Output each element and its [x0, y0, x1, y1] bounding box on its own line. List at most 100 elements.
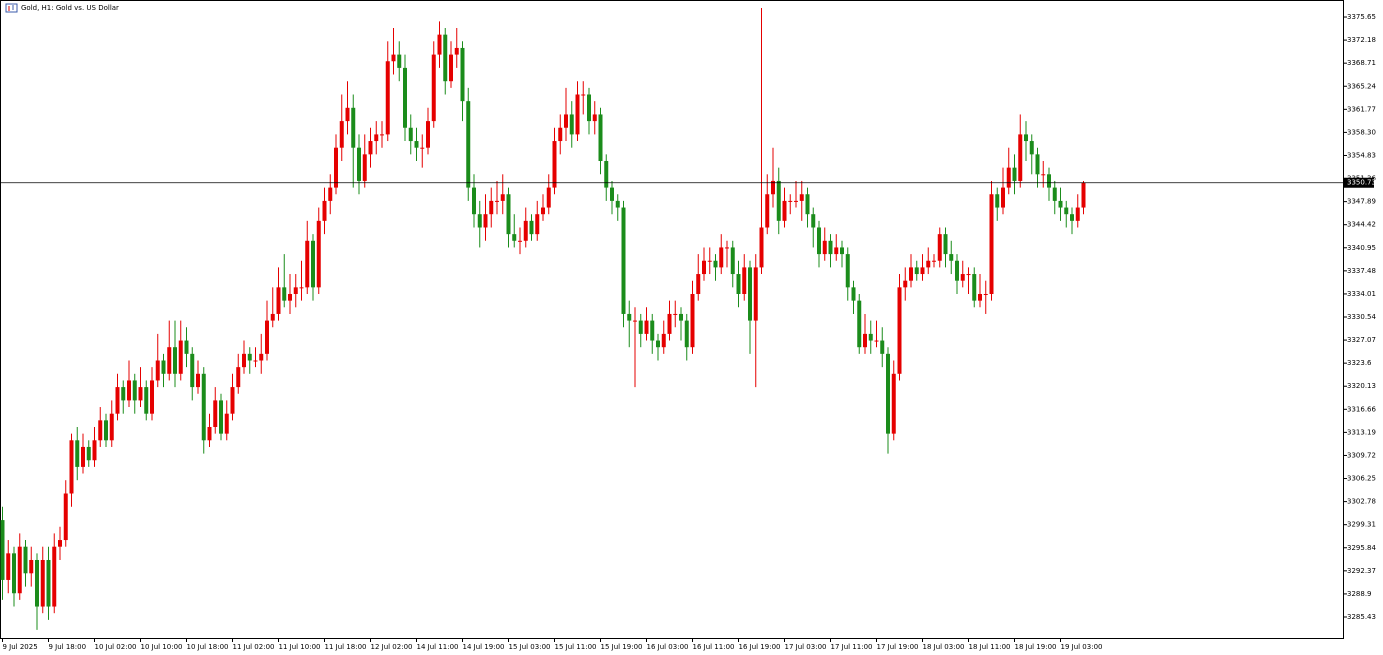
y-tick-label: 3327.07 [1347, 336, 1376, 344]
x-tick-label: 11 Jul 02:00 [233, 643, 275, 651]
y-tick-label: 3295.84 [1347, 544, 1376, 552]
candle-body [339, 121, 344, 148]
candle-body [1041, 174, 1046, 176]
x-tick-label: 12 Jul 02:00 [371, 643, 413, 651]
y-tick-label: 3344.42 [1347, 221, 1376, 229]
candle-body [81, 446, 85, 467]
candle-body [52, 546, 57, 607]
candle-body [449, 54, 453, 82]
candle-body [299, 287, 304, 289]
x-tick-label: 19 Jul 03:00 [1061, 643, 1103, 651]
x-tick-label: 17 Jul 03:00 [785, 643, 827, 651]
y-tick-label: 3334.01 [1347, 290, 1376, 298]
y-tick-label: 3361.77 [1347, 105, 1376, 113]
candle-body [293, 287, 298, 294]
candle-body [621, 207, 626, 314]
candle-body [46, 559, 51, 607]
candle-body [679, 313, 683, 321]
candle-body [184, 340, 189, 354]
candle-body [633, 320, 637, 322]
candle-body [167, 347, 172, 374]
candle-body [909, 267, 913, 281]
candle-body [690, 293, 695, 348]
candle-body [1058, 200, 1063, 208]
candle-body [385, 61, 390, 135]
x-tick-label: 15 Jul 11:00 [555, 643, 597, 651]
candle-body [288, 293, 292, 301]
candle-body [178, 340, 183, 374]
candle-body [334, 147, 338, 188]
x-tick-label: 15 Jul 19:00 [601, 643, 643, 651]
candle-body [35, 559, 39, 607]
x-tick-label: 9 Jul 18:00 [49, 643, 87, 651]
candle-body [1018, 134, 1023, 181]
candle-body [506, 194, 511, 235]
candle-body [598, 114, 603, 161]
candle-body [610, 187, 614, 201]
candle-body [92, 440, 97, 461]
candle-body [265, 320, 269, 354]
candle-body [144, 387, 149, 414]
candle-body [17, 546, 22, 594]
candle-body [863, 333, 867, 348]
candle-body [155, 360, 160, 381]
candle-body [305, 240, 310, 288]
x-tick-label: 16 Jul 11:00 [693, 643, 735, 651]
y-tick-label: 3306.25 [1347, 475, 1376, 483]
candle-body [397, 54, 402, 68]
candle-body [368, 141, 373, 155]
candle-body [253, 360, 258, 362]
candle-body [150, 380, 154, 414]
candle-body [943, 234, 948, 255]
candle-body [104, 420, 108, 441]
candle-body [529, 220, 534, 235]
candle-body [765, 194, 770, 228]
y-tick-label: 3330.54 [1347, 313, 1376, 321]
x-tick-label: 17 Jul 19:00 [877, 643, 919, 651]
candle-body [460, 47, 465, 102]
candle-body [426, 121, 430, 148]
candle-body [799, 194, 804, 201]
candle-body [489, 200, 494, 215]
candle-body [736, 274, 741, 294]
candle-body [748, 267, 752, 321]
candle-body [702, 260, 706, 275]
candle-body [316, 220, 321, 288]
x-tick-label: 14 Jul 11:00 [417, 643, 459, 651]
candle-body [972, 274, 977, 301]
y-tick-label: 3320.13 [1347, 382, 1376, 390]
candle-body [1052, 187, 1057, 201]
candle-body [558, 127, 563, 142]
candle-body [230, 387, 235, 414]
candle-body [851, 287, 856, 301]
candle-body [1006, 167, 1011, 188]
candle-body [604, 160, 609, 188]
candle-body [811, 214, 816, 228]
y-tick-label: 3372.18 [1347, 36, 1376, 44]
x-tick-label: 16 Jul 19:00 [739, 643, 781, 651]
candle-body [966, 274, 971, 276]
candle-body [23, 546, 28, 574]
candle-body [897, 287, 902, 374]
candle-body [270, 313, 275, 321]
candles [0, 8, 1086, 630]
candle-body [1035, 154, 1040, 175]
candle-body [242, 353, 246, 368]
candle-body [661, 333, 666, 348]
candle-body [276, 287, 281, 314]
candle-body [725, 247, 729, 249]
candle-body [466, 101, 471, 188]
candle-body [472, 187, 476, 215]
y-tick-label: 3368.71 [1347, 59, 1376, 67]
candle-body [575, 94, 580, 135]
candle-body [776, 180, 781, 221]
candle-body [569, 114, 574, 135]
candle-body [437, 34, 442, 55]
candle-body [834, 247, 839, 255]
x-tick-label: 11 Jul 18:00 [325, 643, 367, 651]
candle-body [380, 134, 384, 136]
candle-body [794, 200, 798, 202]
candle-body [518, 240, 522, 242]
candle-body [650, 320, 655, 341]
x-tick-label: 10 Jul 02:00 [95, 643, 137, 651]
